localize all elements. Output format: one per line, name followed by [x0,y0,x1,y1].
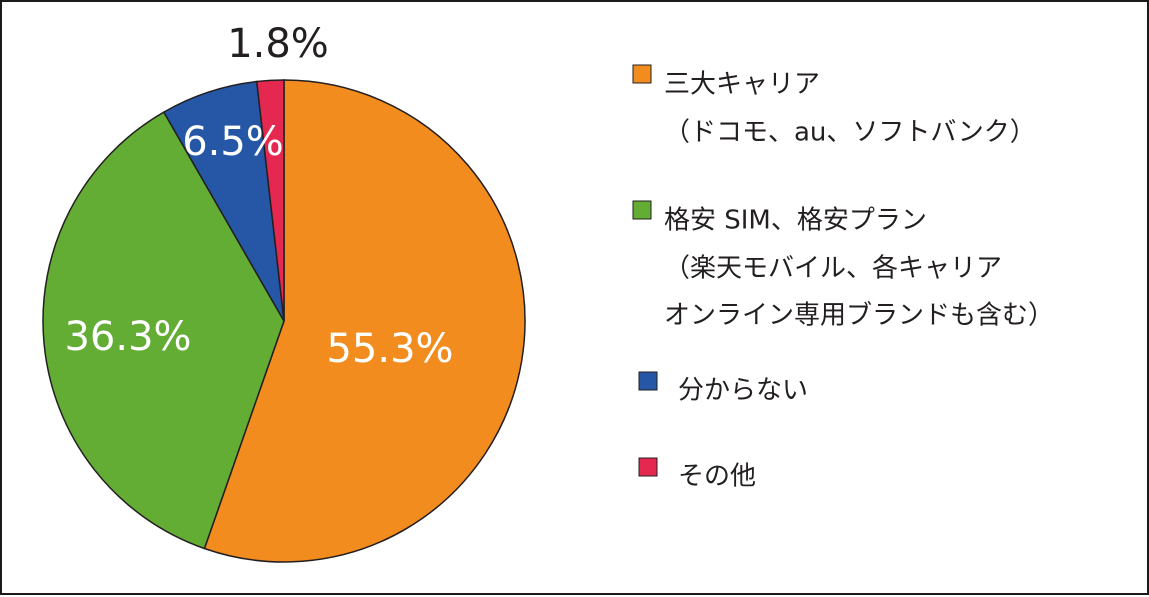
slice-value-label-3: 6.5% [182,119,284,165]
legend-label-4-line-1: その他 [678,462,756,492]
legend-label-2-line-2: （楽天モバイル、各キャリア [664,254,1002,284]
legend-swatch-3 [638,371,658,391]
slice-value-label-1: 55.3% [326,326,453,372]
slice-labels: 55.3% 36.3% 6.5% 1.8% [64,21,453,372]
legend-label-1-line-1: 三大キャリア [664,70,820,100]
legend: 三大キャリア （ドコモ、au、ソフトバンク） 格安 SIM、格安プラン （楽天モバイル… [632,64,1054,492]
legend-swatch-4 [638,457,658,477]
pie-slice-2 [42,111,285,550]
slice-value-label-2: 36.3% [64,314,191,360]
slice-value-label-4: 1.8% [227,21,329,67]
legend-swatch-2 [632,200,652,220]
legend-label-1-line-2: （ドコモ、au、ソフトバンク） [664,118,1036,148]
legend-label-2-line-1: 格安 SIM、格安プラン [664,206,927,236]
legend-label-3-line-1: 分からない [678,376,808,406]
pie-slice-4 [255,79,285,322]
legend-swatch-1 [632,64,652,84]
pie-slices [42,79,526,563]
legend-label-2-line-3: オンライン専用ブランドも含む） [664,301,1054,331]
